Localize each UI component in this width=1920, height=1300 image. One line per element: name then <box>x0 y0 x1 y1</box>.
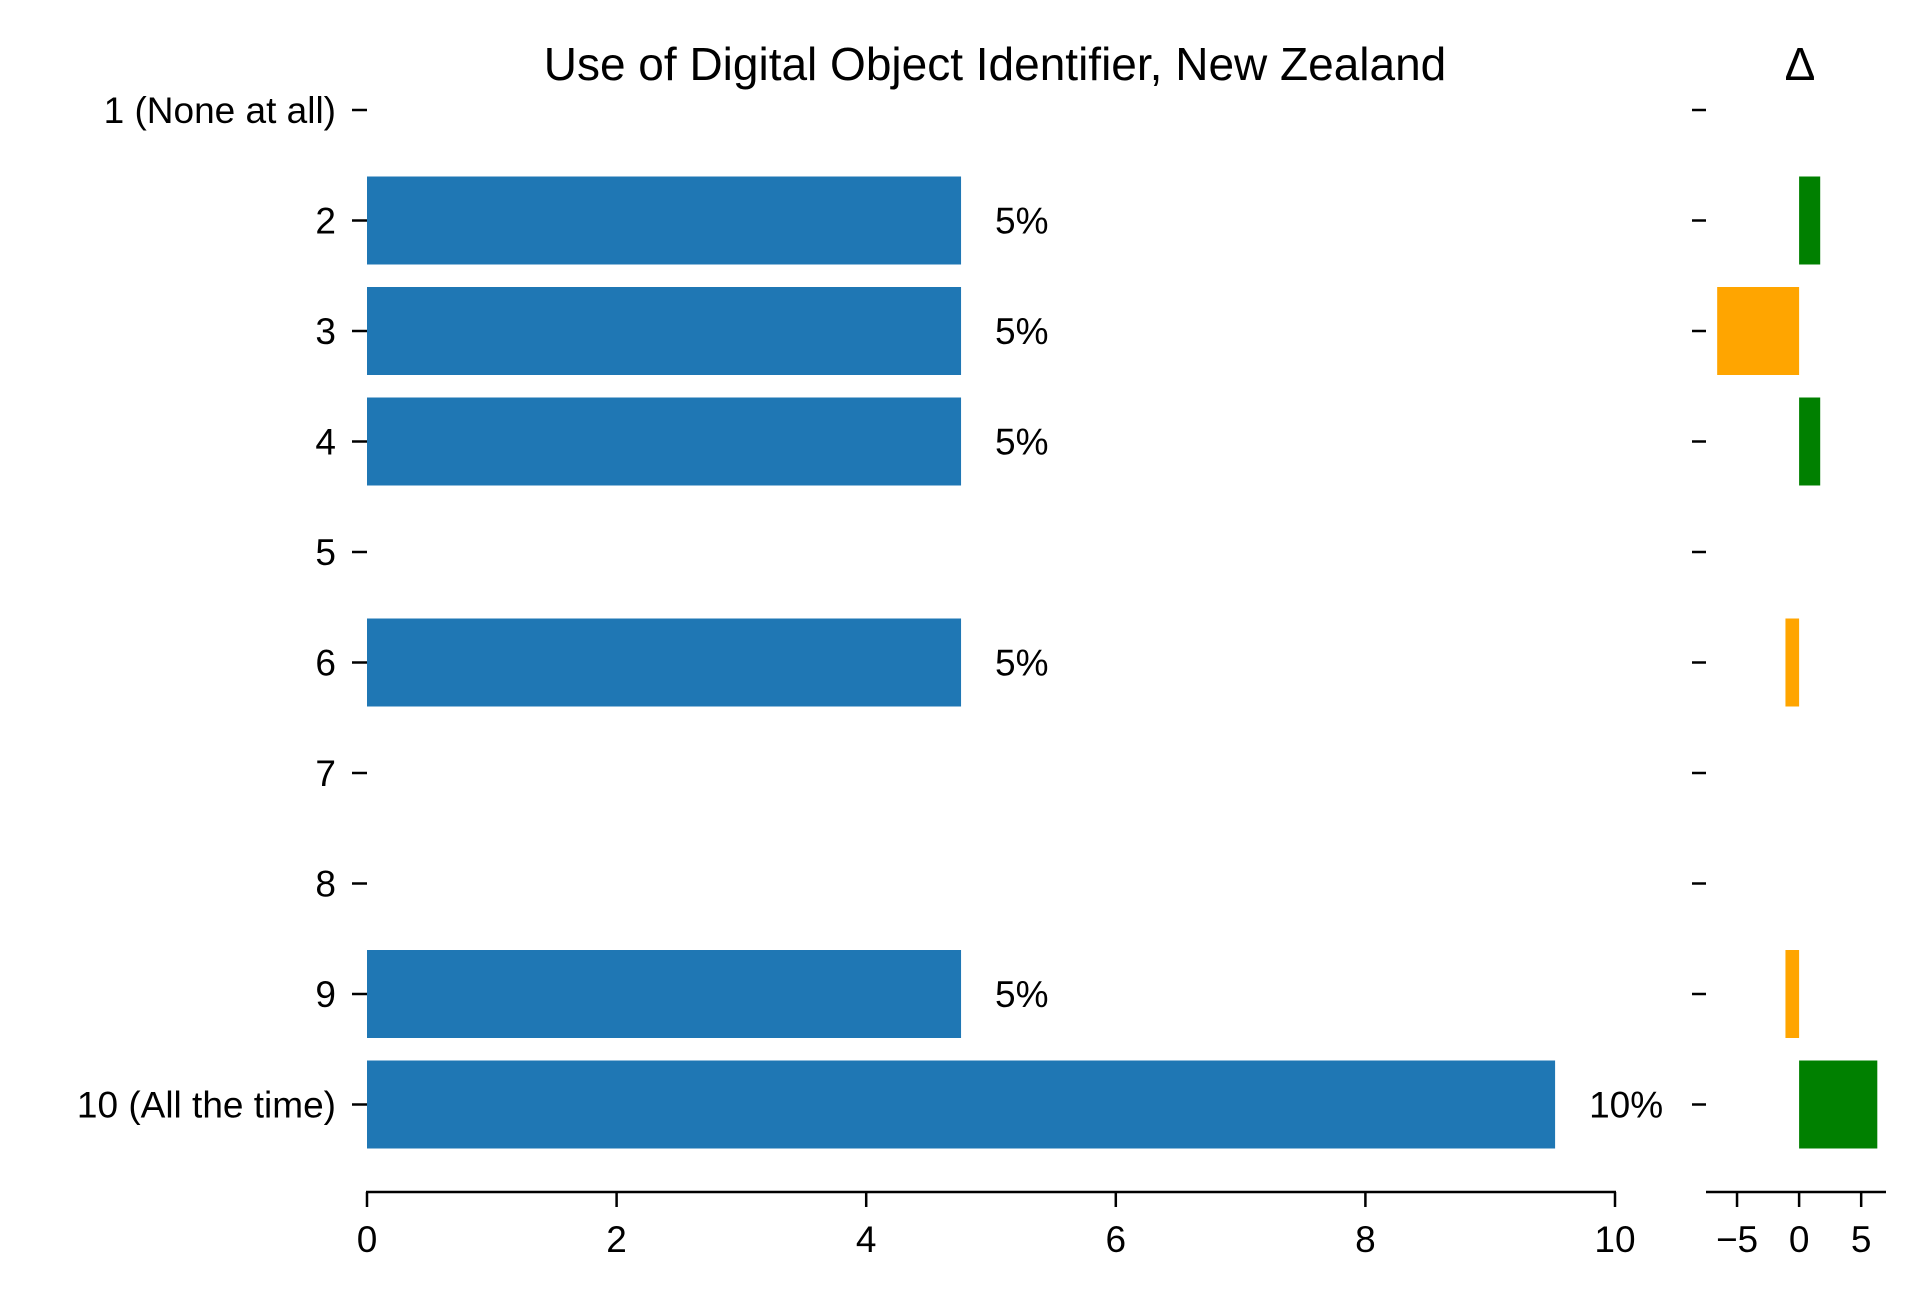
delta-bar <box>1785 950 1800 1038</box>
category-label: 3 <box>315 311 336 352</box>
bar <box>367 1060 1556 1149</box>
bar-value-label: 5% <box>995 974 1048 1015</box>
delta-bar <box>1799 397 1821 486</box>
bar-value-label: 5% <box>995 643 1048 684</box>
x-tick-label: 8 <box>1355 1219 1376 1260</box>
bar <box>367 397 962 486</box>
x-tick-label: 6 <box>1106 1219 1127 1260</box>
category-label: 6 <box>315 643 336 684</box>
category-label: 10 (All the time) <box>77 1085 336 1126</box>
delta-bar <box>1785 618 1800 707</box>
delta-plot: −5 0 5 <box>1692 108 1886 1260</box>
bar <box>367 176 962 265</box>
category-label: 8 <box>315 864 336 905</box>
delta-bar <box>1799 176 1821 265</box>
bar <box>367 950 962 1038</box>
bar-value-label: 10% <box>1589 1085 1663 1126</box>
x-tick-label: 2 <box>606 1219 627 1260</box>
delta-x-tick-label: 5 <box>1851 1219 1872 1260</box>
delta-bar <box>1717 287 1800 375</box>
category-label: 4 <box>315 422 336 463</box>
category-label: 1 (None at all) <box>104 90 336 131</box>
x-tick-label: 0 <box>357 1219 378 1260</box>
category-label: 2 <box>315 201 336 242</box>
x-tick-label: 4 <box>856 1219 877 1260</box>
delta-chart-title: Δ <box>1785 38 1816 90</box>
bar <box>367 618 962 707</box>
delta-bar <box>1799 1060 1878 1149</box>
main-chart-title: Use of Digital Object Identifier, New Ze… <box>544 38 1447 90</box>
bar-value-label: 5% <box>995 422 1048 463</box>
category-label: 9 <box>315 974 336 1015</box>
bar-value-label: 5% <box>995 201 1048 242</box>
category-label: 7 <box>315 753 336 794</box>
delta-x-tick-label: 0 <box>1789 1219 1810 1260</box>
bar-value-label: 5% <box>995 311 1048 352</box>
category-label: 5 <box>315 532 336 573</box>
delta-x-tick-label: −5 <box>1716 1219 1758 1260</box>
main-plot: 1 (None at all) 2 5% 3 5% 4 5% 5 6 5% 7 8 9 5% 10 (All… <box>77 90 1663 1260</box>
bar <box>367 287 962 375</box>
x-tick-label: 10 <box>1594 1219 1635 1260</box>
